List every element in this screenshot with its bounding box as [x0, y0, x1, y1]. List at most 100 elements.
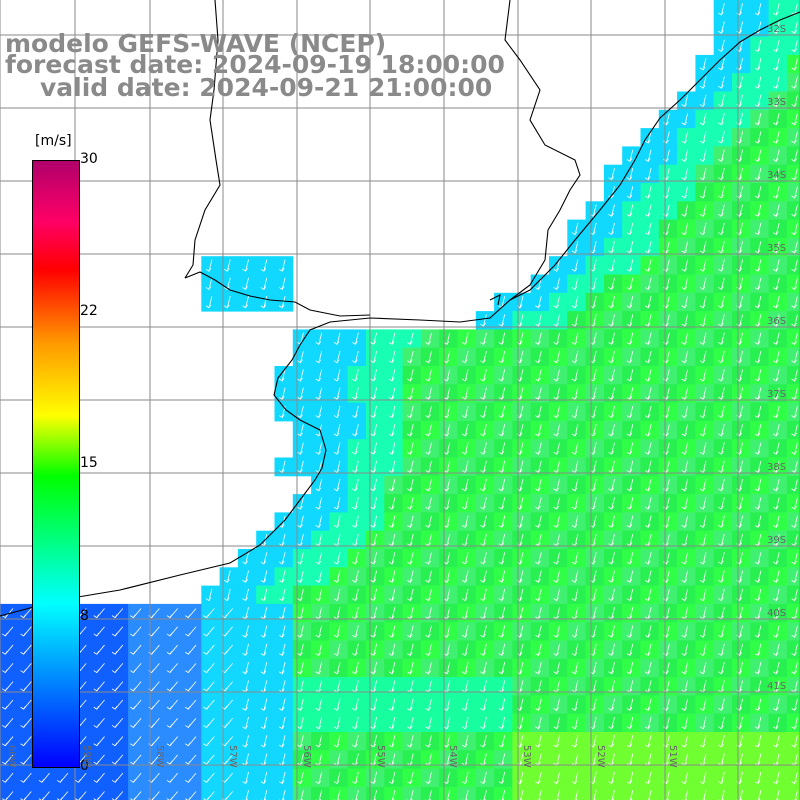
title-model: modelo GEFS-WAVE (NCEP): [5, 29, 387, 58]
lat-label: 38S: [767, 462, 787, 473]
lon-label: 60W: [6, 745, 17, 768]
wind-arrow-head: [535, 633, 541, 638]
wind-arrow: [684, 735, 689, 748]
wind-arrow-head: [480, 725, 486, 730]
wind-arrow: [501, 424, 506, 436]
wind-arrow: [702, 424, 707, 436]
wind-arrow-head: [278, 579, 285, 583]
wind-arrow: [300, 753, 304, 766]
wind-arrow: [318, 515, 323, 528]
wind-arrow-head: [130, 687, 136, 692]
wind-arrow: [757, 58, 762, 70]
wind-arrow: [574, 497, 579, 510]
wind-arrow: [245, 588, 249, 601]
wind-arrow-head: [315, 652, 322, 657]
wind-arrow-head: [461, 780, 468, 785]
wind-arrow: [739, 497, 744, 510]
wind-arrow-head: [461, 377, 468, 382]
wind-arrow: [574, 771, 579, 784]
wind-arrow: [775, 314, 780, 327]
wind-arrow: [519, 698, 524, 711]
wind-arrow: [647, 753, 652, 766]
wind-arrow-head: [791, 194, 797, 199]
wind-arrow-head: [553, 286, 559, 291]
wind-arrow: [537, 424, 542, 436]
wind-arrow: [775, 204, 780, 217]
wind-arrow: [446, 497, 451, 510]
wind-arrow-head: [553, 267, 559, 272]
wind-arrow-head: [791, 322, 797, 327]
wind-arrow: [373, 442, 378, 455]
wind-cell: [786, 36, 800, 56]
wind-arrow: [373, 771, 378, 784]
wind-arrow-head: [297, 377, 303, 382]
lat-label: 37S: [767, 389, 787, 400]
wind-arrow-head: [443, 450, 450, 455]
wind-arrow-head: [608, 231, 614, 236]
wind-arrow: [464, 387, 469, 400]
wind-arrow: [739, 643, 744, 656]
wind-cell: [786, 622, 800, 641]
wind-arrow-head: [498, 505, 505, 510]
wind-arrow: [684, 369, 689, 382]
wind-arrow: [263, 296, 268, 308]
wind-arrow-head: [663, 725, 669, 730]
wind-arrow: [629, 167, 634, 180]
wind-arrow-head: [425, 707, 431, 711]
wind-arrow: [281, 387, 286, 400]
title-forecast-date: forecast date: 2024-09-19 18:00:00: [5, 50, 505, 79]
wind-cell: [640, 786, 660, 800]
wind-cell: [0, 786, 19, 800]
wind-cell: [750, 786, 770, 800]
wind-arrow: [263, 753, 268, 766]
wind-arrow: [757, 680, 762, 693]
wind-arrow-head: [242, 780, 248, 785]
wind-arrow-head: [388, 579, 395, 583]
wind-arrow: [409, 735, 414, 748]
wind-arrow-head: [791, 249, 797, 254]
wind-arrow-head: [56, 797, 63, 800]
wind-arrow-head: [791, 560, 797, 565]
wind-arrow: [739, 552, 744, 565]
wind-arrow: [373, 332, 378, 345]
wind-arrow: [666, 222, 670, 235]
wind-arrow-head: [663, 414, 669, 419]
wind-arrow: [483, 515, 487, 528]
wind-arrow-head: [407, 359, 413, 364]
wind-arrow: [354, 552, 359, 565]
wind-arrow-head: [297, 670, 303, 675]
colorbar-tick: 15: [80, 455, 98, 471]
wind-arrow: [391, 698, 396, 711]
wind-arrow: [794, 113, 798, 125]
wind-arrow: [739, 735, 744, 748]
wind-arrow: [263, 735, 268, 748]
wind-arrow-head: [333, 487, 340, 492]
wind-arrow-head: [681, 560, 688, 565]
wind-arrow: [428, 460, 432, 473]
wind-arrow: [794, 753, 798, 766]
wind-arrow: [592, 387, 597, 400]
wind-arrow-head: [498, 341, 505, 345]
wind-arrow: [592, 497, 597, 510]
wind-arrow: [794, 643, 798, 656]
wind-arrow: [464, 570, 469, 583]
wind-arrow-head: [571, 396, 578, 400]
wind-arrow-head: [111, 632, 118, 637]
wind-arrow-head: [443, 505, 450, 510]
wind-arrow-head: [644, 633, 651, 638]
wind-arrow: [318, 643, 323, 656]
wind-arrow-head: [571, 743, 578, 748]
wind-arrow: [245, 735, 249, 748]
wind-arrow-head: [388, 487, 395, 492]
wind-arrow: [666, 296, 670, 308]
wind-arrow-head: [166, 651, 173, 655]
wind-arrow-head: [224, 579, 230, 583]
wind-arrow: [501, 314, 506, 327]
wind-arrow-head: [352, 524, 358, 528]
wind-arrow: [446, 515, 451, 528]
wind-arrow-head: [461, 396, 468, 400]
wind-arrow: [666, 515, 670, 528]
wind-arrow: [556, 716, 561, 729]
wind-cell: [183, 786, 202, 800]
wind-arrow: [720, 698, 725, 711]
